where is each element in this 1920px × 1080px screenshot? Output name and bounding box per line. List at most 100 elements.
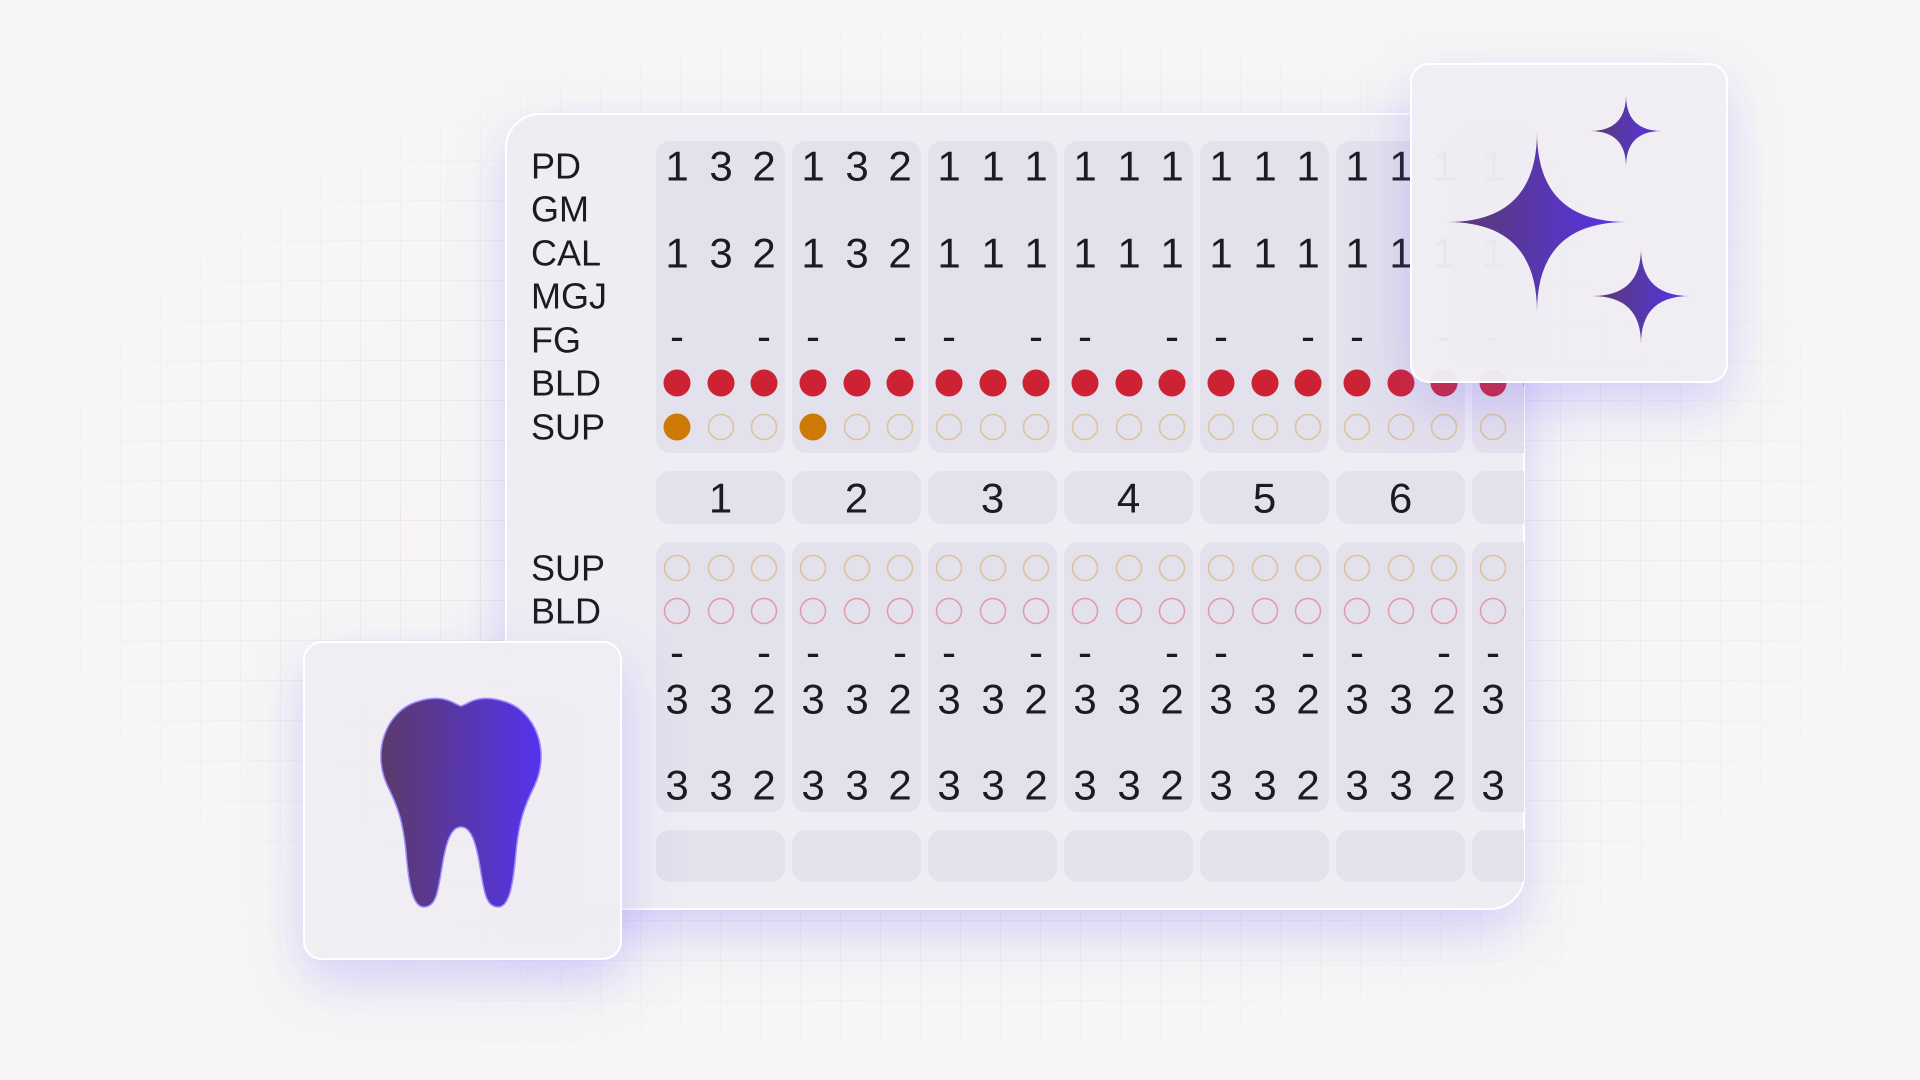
lower-band xyxy=(656,542,785,812)
pd-value: 1 xyxy=(937,143,960,190)
bleeding-empty xyxy=(1251,597,1279,625)
suppuration-empty xyxy=(1523,413,1524,441)
lower-band xyxy=(1472,542,1524,812)
bleeding-empty xyxy=(750,597,778,625)
fg-value: - xyxy=(1214,313,1228,360)
suppuration-empty xyxy=(750,554,778,582)
cal-value: 1 xyxy=(981,230,1004,277)
cal-value: 2 xyxy=(1432,762,1455,809)
bleeding-dot xyxy=(843,369,871,397)
suppuration-empty xyxy=(1251,413,1279,441)
pd-value: 1 xyxy=(1389,143,1412,190)
notes-band xyxy=(792,830,921,882)
fg-value: - xyxy=(1350,313,1364,360)
suppuration-dot xyxy=(799,413,827,441)
number-band xyxy=(1336,471,1465,524)
suppuration-empty xyxy=(1523,554,1524,582)
cal-value: 3 xyxy=(981,762,1004,809)
tooth-number: 5 xyxy=(1253,475,1276,522)
row-label: BLD xyxy=(531,591,601,632)
fg-value: - xyxy=(1078,629,1092,676)
fg-value: - xyxy=(1165,313,1179,360)
row-label: GM xyxy=(531,189,589,230)
lower-band xyxy=(1336,542,1465,812)
bleeding-dot xyxy=(886,369,914,397)
suppuration-empty xyxy=(1387,554,1415,582)
fg-value: - xyxy=(1078,313,1092,360)
suppuration-empty xyxy=(707,554,735,582)
bleeding-empty xyxy=(1115,597,1143,625)
row-label: CAL xyxy=(531,233,601,274)
pd-value: 3 xyxy=(709,143,732,190)
fg-value: - xyxy=(1350,629,1364,676)
pd-value: 3 xyxy=(665,676,688,723)
suppuration-empty xyxy=(979,554,1007,582)
cal-value: 1 xyxy=(1253,230,1276,277)
cal-value: 3 xyxy=(1345,762,1368,809)
bleeding-empty xyxy=(886,597,914,625)
row-label: SUP xyxy=(531,548,605,589)
suppuration-empty xyxy=(1294,554,1322,582)
notes-band xyxy=(1064,830,1193,882)
tooth-number: 6 xyxy=(1389,475,1412,522)
cal-value: 3 xyxy=(845,230,868,277)
suppuration-empty xyxy=(1158,413,1186,441)
suppuration-empty xyxy=(1387,413,1415,441)
pd-value: 2 xyxy=(1160,676,1183,723)
notes-band xyxy=(1336,830,1465,882)
pd-value: 1 xyxy=(1073,143,1096,190)
suppuration-empty xyxy=(1071,413,1099,441)
upper-band xyxy=(1200,141,1329,453)
bleeding-dot xyxy=(1022,369,1050,397)
fg-value: - xyxy=(757,313,771,360)
pd-value: 1 xyxy=(1024,143,1047,190)
suppuration-empty xyxy=(1071,554,1099,582)
cal-value: 1 xyxy=(1073,230,1096,277)
notes-band xyxy=(656,830,785,882)
bleeding-dot xyxy=(663,369,691,397)
bleeding-dot xyxy=(1343,369,1371,397)
pd-value: 2 xyxy=(752,143,775,190)
suppuration-empty xyxy=(935,554,963,582)
pd-value: 1 xyxy=(801,143,824,190)
fg-value: - xyxy=(670,313,684,360)
cal-value: 2 xyxy=(1160,762,1183,809)
number-band xyxy=(928,471,1057,524)
bleeding-dot xyxy=(1071,369,1099,397)
sparkle-icon xyxy=(1447,95,1690,344)
cal-value: 3 xyxy=(1117,762,1140,809)
pd-value: 3 xyxy=(937,676,960,723)
cal-value: 3 xyxy=(1073,762,1096,809)
suppuration-empty xyxy=(1115,413,1143,441)
suppuration-empty xyxy=(1343,554,1371,582)
pd-value: 3 xyxy=(801,676,824,723)
row-label: MGJ xyxy=(531,276,607,317)
cal-value: 3 xyxy=(801,762,824,809)
cal-value: 1 xyxy=(1160,230,1183,277)
pd-value: 3 xyxy=(709,676,732,723)
pd-value: 3 xyxy=(1389,676,1412,723)
upper-band xyxy=(928,141,1057,453)
bleeding-empty xyxy=(979,597,1007,625)
cal-value: 1 xyxy=(937,230,960,277)
bleeding-dot xyxy=(979,369,1007,397)
cal-value: 1 xyxy=(1117,230,1140,277)
sparkle xyxy=(1592,248,1690,344)
bleeding-empty xyxy=(799,597,827,625)
cal-value: 1 xyxy=(1024,230,1047,277)
bleeding-empty xyxy=(1430,597,1458,625)
cal-value: 1 xyxy=(1296,230,1319,277)
pd-value: 3 xyxy=(1117,676,1140,723)
pd-value: 2 xyxy=(1432,676,1455,723)
bleeding-dot xyxy=(799,369,827,397)
fg-value: - xyxy=(1029,313,1043,360)
notes-band xyxy=(1200,830,1329,882)
number-band xyxy=(1200,471,1329,524)
suppuration-empty xyxy=(1479,554,1507,582)
cal-value: 2 xyxy=(1568,762,1591,809)
bleeding-empty xyxy=(843,597,871,625)
pd-value: 2 xyxy=(1296,676,1319,723)
bleeding-empty xyxy=(1387,597,1415,625)
fg-value: - xyxy=(1165,629,1179,676)
